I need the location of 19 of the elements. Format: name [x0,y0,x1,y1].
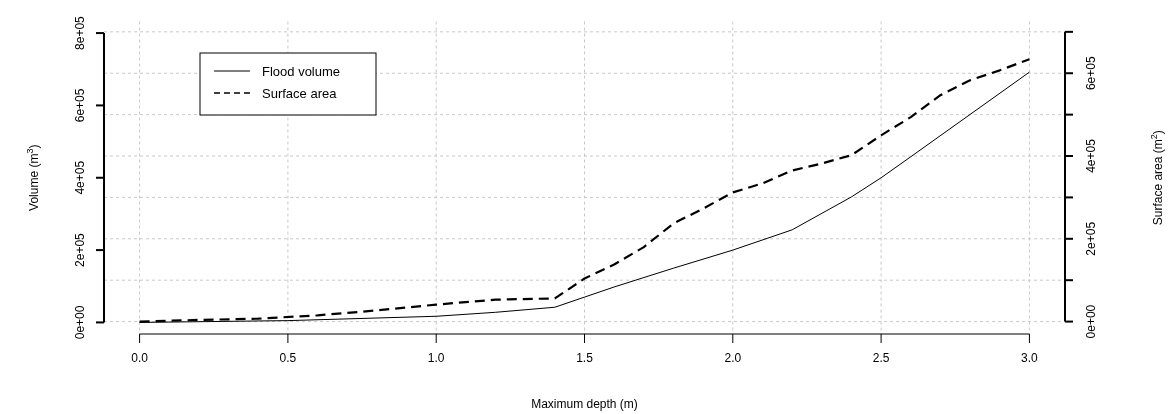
y-tick-label: 2e+05 [73,232,87,267]
y2-tick-label: 6e+05 [1084,56,1098,91]
x-tick-label: 3.0 [1021,351,1039,365]
y-tick-label: 6e+05 [73,88,87,123]
y2-tick-label: 0e+00 [1084,304,1098,339]
y-tick-label: 8e+05 [73,15,87,50]
y2-tick-label: 2e+05 [1084,221,1098,256]
x-tick-label: 2.0 [724,351,742,365]
x-tick-label: 1.5 [576,351,594,365]
x-axis-title: Maximum depth (m) [531,397,638,411]
y2-tick-label: 4e+05 [1084,138,1098,173]
legend-label: Flood volume [262,64,341,79]
y-tick-label: 0e+00 [73,305,87,340]
x-tick-label: 2.5 [872,351,890,365]
legend-label: Surface area [262,86,338,101]
x-tick-label: 0.0 [131,351,149,365]
x-tick-label: 1.0 [427,351,445,365]
x-tick-label: 0.5 [279,351,297,365]
y-tick-label: 4e+05 [73,160,87,195]
